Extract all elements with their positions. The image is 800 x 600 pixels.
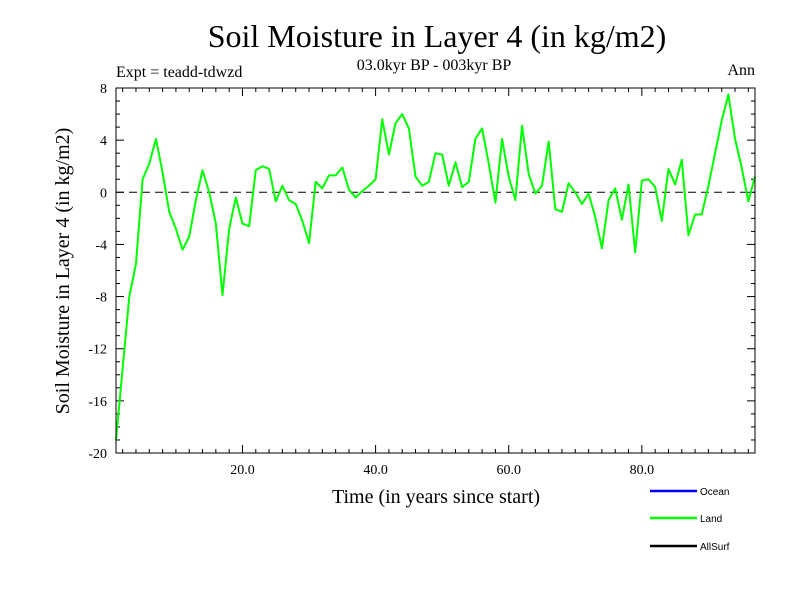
y-tick-label: -20 (88, 447, 107, 462)
season-label: Ann (727, 62, 755, 79)
y-axis-label: Soil Moisture in Layer 4 (in kg/m2) (52, 128, 74, 415)
chart-subtitle: 03.0kyr BP - 003kyr BP (357, 57, 512, 74)
x-tick-label: 60.0 (496, 463, 521, 478)
legend: Ocean Land AllSurf (650, 487, 730, 553)
legend-label-land: Land (700, 514, 722, 525)
series-group (115, 93, 756, 441)
legend-label-allsurf: AllSurf (700, 542, 730, 553)
experiment-label: Expt = teadd-tdwzd (116, 64, 242, 81)
x-tick-label: 80.0 (630, 463, 655, 478)
x-axis-label: Time (in years since start) (332, 486, 540, 508)
axis-ticks (116, 87, 755, 454)
y-tick-label: -16 (88, 395, 107, 410)
y-tick-label: -8 (95, 291, 107, 306)
series-line-land (115, 93, 756, 441)
chart-title: Soil Moisture in Layer 4 (in kg/m2) (208, 18, 667, 54)
y-tick-label: 0 (100, 186, 107, 201)
y-tick-label: 8 (100, 82, 107, 97)
x-tick-label: 40.0 (363, 463, 388, 478)
plot-frame (115, 87, 756, 454)
axis-tick-labels: -20 -16 -12 -8 -4 0 4 8 20.0 40.0 60.0 80.0 (88, 82, 654, 478)
y-tick-label: 4 (100, 134, 107, 149)
y-tick-label: -4 (95, 238, 107, 253)
y-tick-label: -12 (88, 343, 107, 358)
x-tick-label: 20.0 (230, 463, 255, 478)
legend-label-ocean: Ocean (700, 487, 729, 498)
